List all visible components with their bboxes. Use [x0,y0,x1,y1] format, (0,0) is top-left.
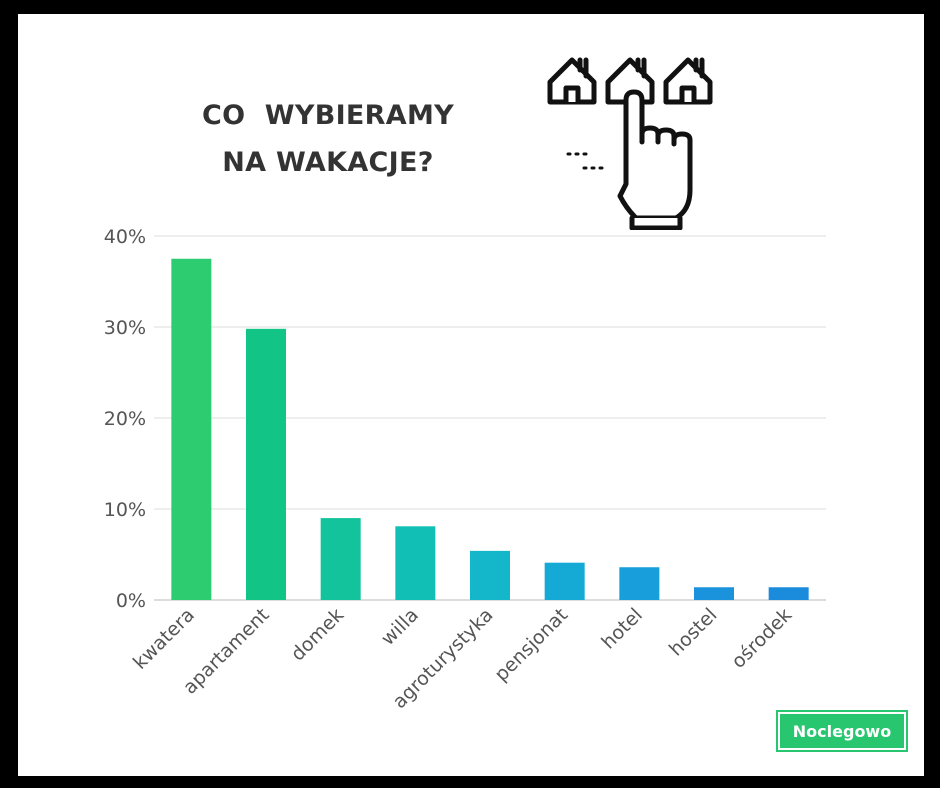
bar [470,550,510,600]
x-tick-label: willa [377,604,423,650]
pointing-hand-icon [617,89,693,230]
bar [246,328,286,600]
title-line-2: NA WAKACJE? [222,147,434,178]
house-icon [547,57,597,105]
y-tick-label: 30% [104,317,146,339]
bar [619,567,660,600]
title-line-1: CO WYBIERAMY [202,100,454,131]
motion-dots-icon [566,152,604,170]
x-tick-label: domek [287,604,348,665]
bar [694,587,734,600]
y-tick-label: 20% [104,408,146,430]
infographic-title: CO WYBIERAMY NA WAKACJE? [168,92,488,186]
y-tick-label: 40% [104,226,146,248]
x-tick-label: pensjonat [490,604,572,686]
bar [544,562,585,600]
bar [171,258,212,600]
infographic-canvas: CO WYBIERAMY NA WAKACJE? [18,14,924,776]
bar [395,526,436,600]
bar [320,518,361,600]
noclegowo-badge[interactable]: Noclegowo [776,710,908,752]
x-tick-label: ośrodek [727,604,796,673]
y-tick-label: 10% [104,499,146,521]
house-icon [663,57,713,105]
houses-hand-illustration [547,57,713,230]
y-tick-label: 0% [116,590,146,612]
bar [768,587,809,600]
x-tick-label: hostel [665,604,722,661]
x-tick-label: kwatera [129,604,199,674]
x-tick-label: hotel [597,604,647,654]
